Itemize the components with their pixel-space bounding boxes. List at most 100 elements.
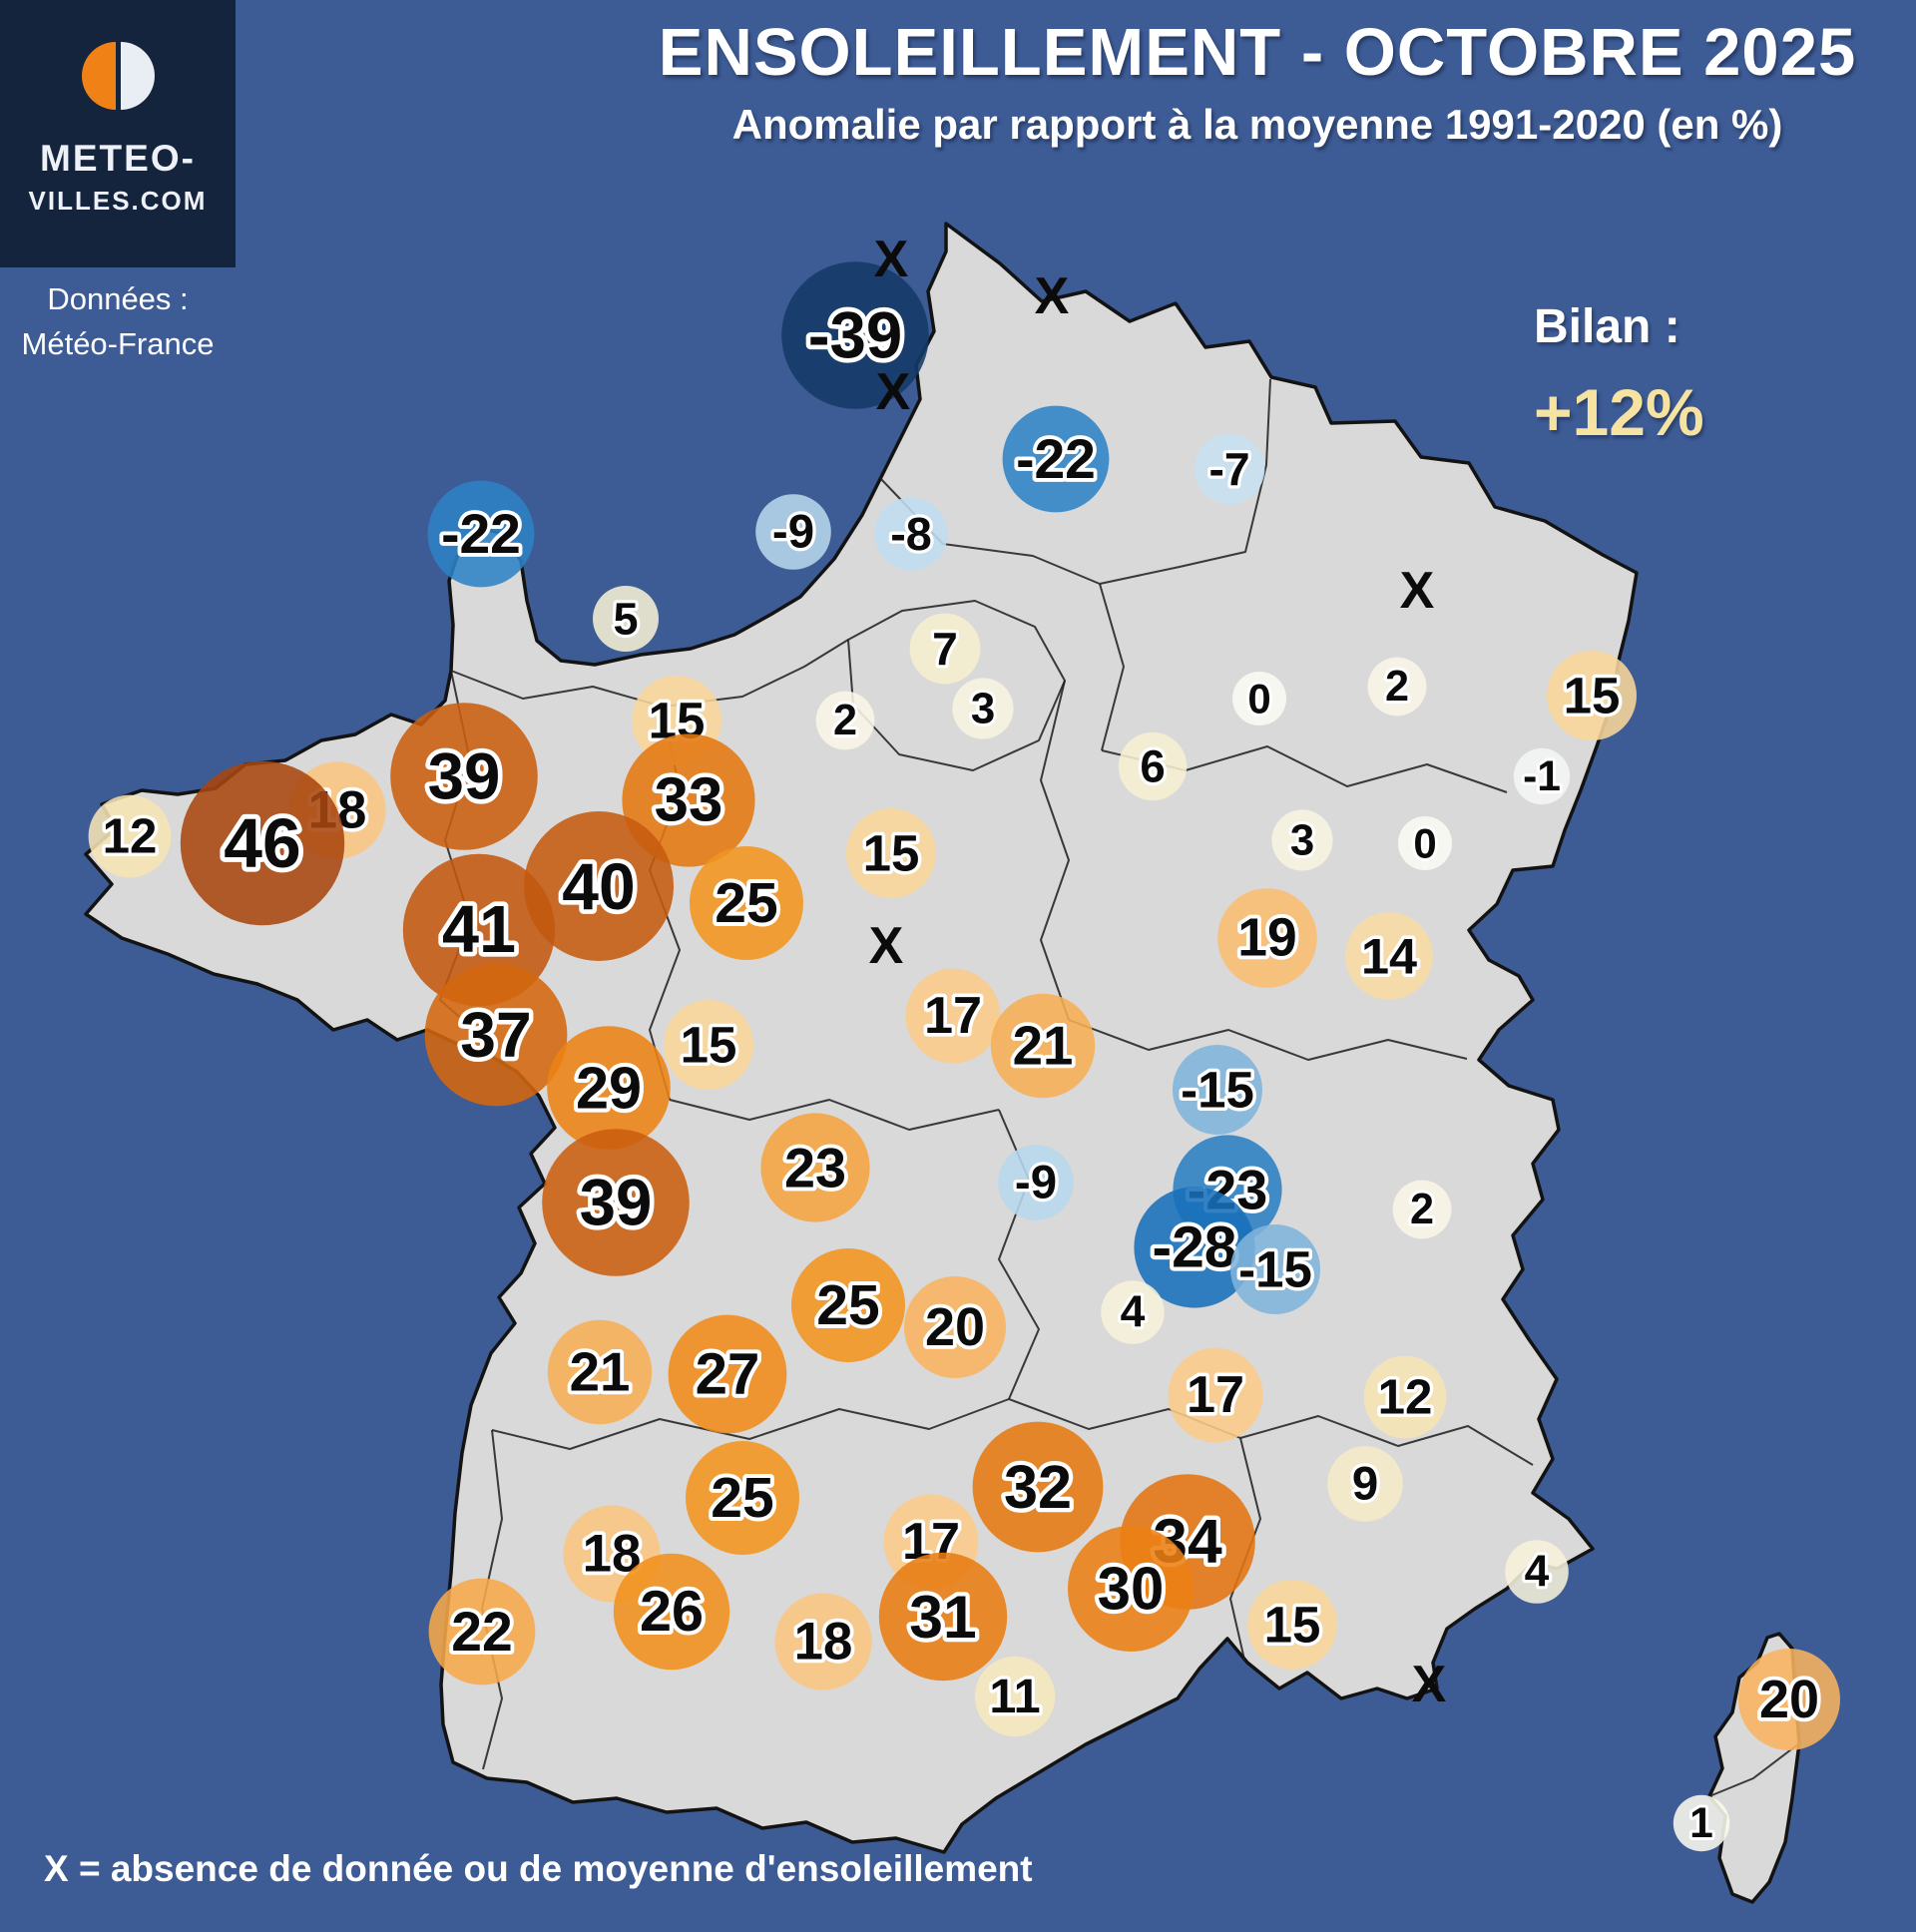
anomaly-bubble-circle (1363, 1355, 1447, 1439)
anomaly-value-label: 15 (1564, 668, 1621, 724)
anomaly-bubble-circle (1217, 888, 1317, 988)
anomaly-bubble: -9 (755, 494, 831, 570)
bilan-label: Bilan : (1534, 300, 1680, 353)
no-data-marks-layer: X X X X X X (869, 231, 1447, 1713)
anomaly-bubble-circle (1247, 1580, 1337, 1670)
anomaly-value-label: 29 (576, 1055, 642, 1122)
anomaly-value-label: 0 (1247, 676, 1270, 723)
anomaly-value-label: 5 (613, 594, 638, 645)
anomaly-bubble: 3 (1271, 809, 1333, 871)
no-data-mark: X (869, 917, 904, 975)
anomaly-value-label: 32 (1004, 1453, 1072, 1521)
anomaly-value-label: 19 (1237, 909, 1296, 968)
anomaly-bubble-circle (998, 1145, 1074, 1220)
anomaly-value-label: -39 (808, 299, 903, 372)
anomaly-bubble: 21 (547, 1319, 653, 1425)
anomaly-bubble-circle (1345, 912, 1433, 1000)
anomaly-bubble-circle (1367, 657, 1427, 717)
anomaly-bubble: 17 (1168, 1347, 1263, 1443)
no-data-mark: X (874, 231, 909, 288)
anomaly-bubble: 31 (878, 1552, 1008, 1682)
anomaly-value-label: 17 (924, 987, 982, 1045)
anomaly-value-label: 6 (1140, 741, 1165, 792)
page-subtitle: Anomalie par rapport à la moyenne 1991-2… (731, 101, 1783, 148)
anomaly-bubble: 15 (1247, 1580, 1337, 1670)
anomaly-bubble-circle (180, 760, 345, 926)
anomaly-bubble-circle (990, 993, 1096, 1099)
anomaly-value-label: -15 (1181, 1062, 1254, 1119)
anomaly-value-label: 20 (925, 1297, 985, 1357)
anomaly-value-label: 25 (816, 1273, 879, 1337)
anomaly-bubble: 25 (791, 1248, 905, 1362)
anomaly-bubble: 46 (180, 760, 345, 926)
anomaly-value-label: -22 (1016, 428, 1096, 490)
anomaly-value-label: 23 (784, 1137, 846, 1200)
anomaly-bubble-circle (1101, 1280, 1165, 1344)
anomaly-value-label: 31 (909, 1583, 976, 1651)
anomaly-bubble-circle (668, 1314, 787, 1434)
anomaly-bubble: 19 (1217, 888, 1317, 988)
anomaly-bubble-circle (542, 1129, 690, 1276)
anomaly-bubble: 29 (547, 1026, 671, 1150)
anomaly-bubble: -28 (1134, 1187, 1255, 1308)
anomaly-bubble: 15 (1547, 651, 1637, 740)
anomaly-value-label: -9 (772, 506, 814, 559)
anomaly-bubble: 23 (760, 1113, 870, 1222)
anomaly-value-label: 25 (715, 871, 777, 935)
anomaly-value-label: 7 (932, 623, 958, 675)
anomaly-bubble-circle (1398, 816, 1452, 870)
anomaly-bubble-circle (905, 968, 1001, 1064)
anomaly-value-label: 17 (1187, 1366, 1244, 1424)
data-source-line2: Météo-France (21, 325, 215, 361)
anomaly-value-label: 46 (224, 804, 300, 882)
no-data-mark: X (1412, 1656, 1447, 1713)
anomaly-bubble-circle (424, 963, 568, 1107)
anomaly-bubble-circle (524, 811, 674, 961)
anomaly-bubble-circle (1134, 1187, 1255, 1308)
anomaly-value-label: 3 (971, 685, 995, 733)
anomaly-bubble-circle (1118, 731, 1188, 801)
anomaly-value-label: 39 (428, 740, 501, 813)
anomaly-bubble: 6 (1118, 731, 1188, 801)
anomaly-value-label: 21 (570, 1342, 631, 1403)
anomaly-bubble: 0 (1232, 672, 1286, 725)
anomaly-value-label: 15 (1264, 1597, 1321, 1654)
anomaly-value-label: 0 (1413, 820, 1436, 867)
anomaly-bubble-circle (904, 1276, 1006, 1378)
anomaly-value-label: 1 (1689, 1799, 1713, 1847)
anomaly-value-label: 21 (1013, 1016, 1074, 1077)
anomaly-value-label: 18 (794, 1613, 853, 1672)
anomaly-bubble: 15 (664, 1000, 753, 1090)
anomaly-bubble-circle (622, 733, 755, 867)
anomaly-bubble-circle (547, 1319, 653, 1425)
anomaly-bubble: 40 (524, 811, 674, 961)
anomaly-bubble-circle (755, 494, 831, 570)
france-outline (84, 222, 1639, 1854)
anomaly-bubble: -15 (1173, 1045, 1262, 1135)
anomaly-value-label: -9 (1015, 1157, 1057, 1209)
anomaly-bubble: 7 (909, 613, 981, 685)
anomaly-bubble-circle (909, 613, 981, 685)
anomaly-bubble-circle (781, 261, 929, 409)
anomaly-bubble-circle (1002, 405, 1110, 513)
anomaly-value-label: 25 (711, 1466, 773, 1530)
bilan-block: Bilan : +12% (1534, 299, 1704, 450)
anomaly-bubble: -22 (427, 480, 535, 588)
anomaly-value-label: 39 (580, 1167, 653, 1239)
anomaly-bubble-circle (760, 1113, 870, 1222)
logo-brand-line1: METEO- (40, 138, 196, 179)
anomaly-value-label: 4 (1525, 1548, 1550, 1597)
anomaly-bubble-circle (1513, 747, 1571, 805)
anomaly-bubble-circle (815, 691, 875, 750)
anomaly-bubble: 21 (990, 993, 1096, 1099)
anomaly-bubble-circle (1738, 1649, 1840, 1750)
data-source-line1: Données : (47, 281, 189, 316)
header: ENSOLEILLEMENT - OCTOBRE 2025 Anomalie p… (599, 14, 1916, 149)
anomaly-bubble: -7 (1194, 433, 1265, 505)
anomaly-bubble: 1 (1673, 1794, 1730, 1852)
anomaly-bubble: 26 (613, 1553, 730, 1671)
no-data-mark: X (1035, 267, 1070, 325)
anomaly-bubble: -1 (1513, 747, 1571, 805)
anomaly-value-label: 26 (640, 1580, 704, 1644)
